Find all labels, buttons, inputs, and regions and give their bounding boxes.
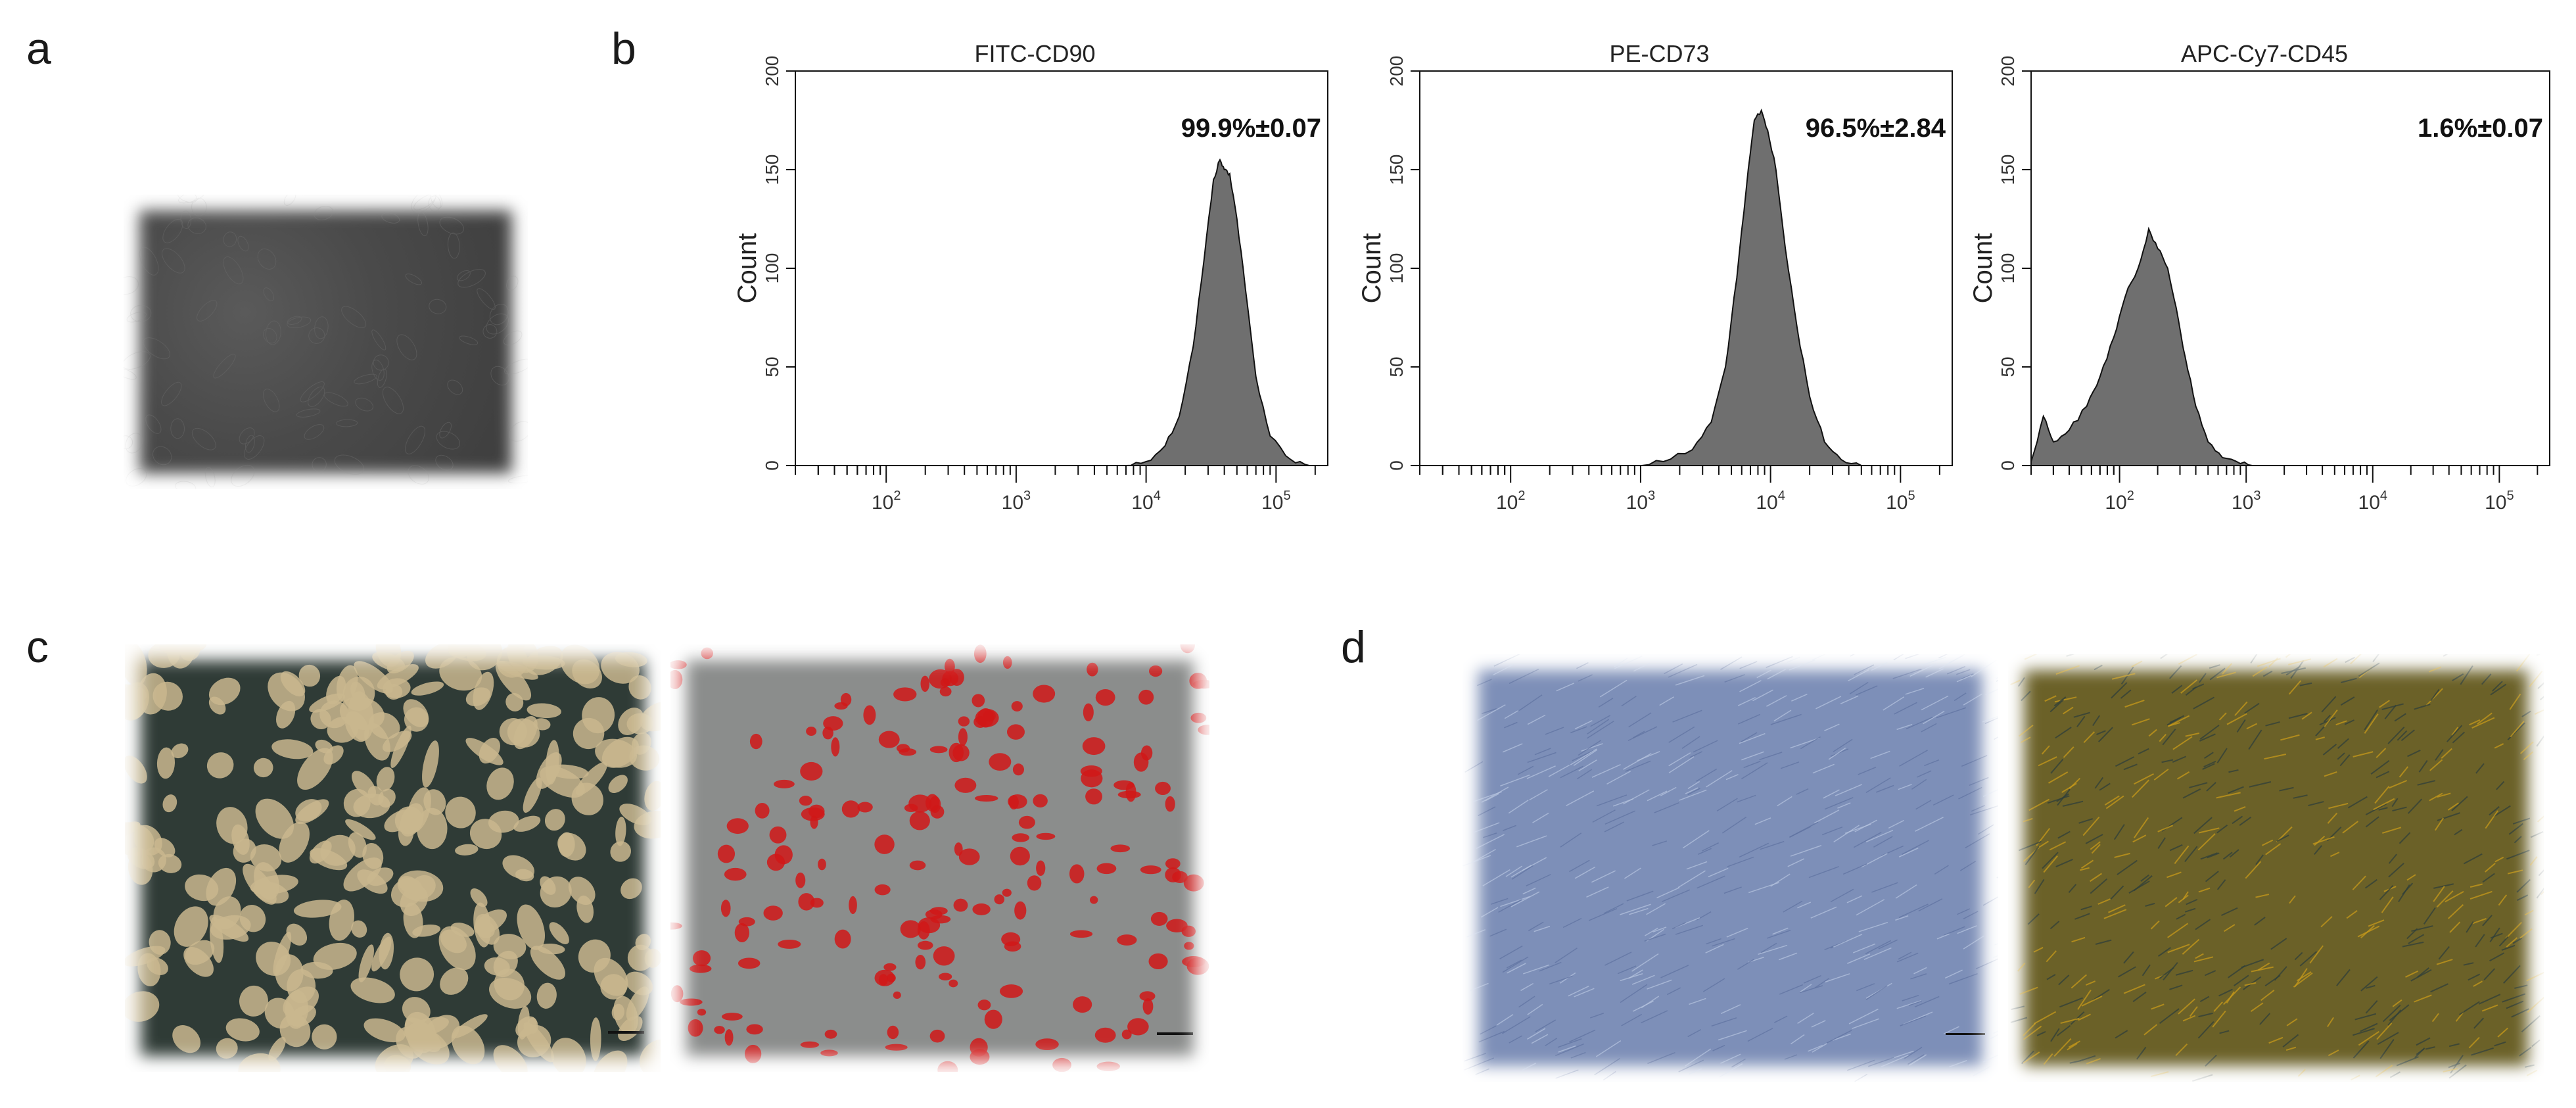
h0-ytick-label: 150 (762, 155, 782, 185)
histogram-cd90: FITC-CD90 0 50 100 150 200 Count 102 103 104 105 99… (736, 26, 1354, 539)
panel-c-left-texture (125, 644, 661, 1072)
h1-percent-annotation: 96.5%±2.84 (1806, 114, 1946, 143)
h0-xtick-label: 105 (1261, 489, 1291, 514)
h0-xtick-label: 104 (1131, 489, 1161, 514)
histogram-cd73-svg: PE-CD73 0 50 100 150 200 Count 102 103 104 105 96.5… (1361, 40, 1953, 514)
panel-d-right-texture (2010, 654, 2544, 1082)
h2-ytick-label: 50 (1998, 356, 2018, 377)
h1-ytick-label: 150 (1386, 155, 1407, 185)
panel-c-left-micrograph (125, 644, 661, 1072)
panel-c-right-texture (670, 644, 1209, 1072)
h1-ytick-label: 200 (1386, 56, 1407, 87)
panel-label-a: a (26, 24, 51, 74)
panel-a-micrograph (124, 195, 528, 489)
h2-title: APC-Cy7-CD45 (2181, 40, 2348, 67)
h0-ytick-label: 0 (762, 460, 782, 471)
histogram-cd73: PE-CD73 0 50 100 150 200 Count 102 103 104 105 96.5… (1361, 26, 1979, 539)
h1-ytick-label: 100 (1386, 253, 1407, 284)
h2-ylabel: Count (1972, 233, 1998, 304)
h0-ylabel: Count (736, 233, 762, 304)
h0-xtick-label: 102 (872, 489, 901, 514)
h2-ytick-label: 100 (1998, 253, 2018, 284)
panel-c-left-scale-bar (608, 1031, 644, 1034)
h2-percent-annotation: 1.6%±0.07 (2418, 114, 2543, 143)
panel-label-d: d (1341, 622, 1366, 672)
h1-histogram-area (1634, 108, 1862, 466)
h0-ytick-label: 50 (762, 356, 782, 377)
panel-c-right-micrograph (670, 644, 1209, 1072)
panel-d-left-texture (1463, 654, 1998, 1082)
h2-xtick-label: 103 (2232, 489, 2261, 514)
h2-ytick-label: 150 (1998, 155, 2018, 185)
histogram-cd90-svg: FITC-CD90 0 50 100 150 200 Count 102 103 104 105 99… (736, 40, 1328, 514)
panel-label-c: c (26, 622, 49, 672)
histogram-cd45-svg: APC-Cy7-CD45 0 50 100 150 200 Count 102 103 104 10… (1972, 40, 2550, 514)
h1-ytick-label: 50 (1386, 356, 1407, 377)
h2-ytick-label: 0 (1998, 460, 2018, 471)
h2-xtick-label: 104 (2358, 489, 2388, 514)
h0-ytick-label: 200 (762, 56, 782, 87)
h0-title: FITC-CD90 (974, 40, 1095, 67)
panel-c-right-scale-bar (1157, 1032, 1193, 1035)
h0-percent-annotation: 99.9%±0.07 (1181, 114, 1321, 143)
h2-histogram-area (2030, 226, 2257, 466)
histogram-cd45: APC-Cy7-CD45 0 50 100 150 200 Count 102 103 104 10… (1972, 26, 2576, 539)
h1-xtick-label: 103 (1626, 489, 1656, 514)
h1-xtick-label: 102 (1496, 489, 1526, 514)
panel-a-texture (124, 195, 528, 489)
panel-d-left-micrograph (1463, 654, 1998, 1082)
h2-xtick-label: 102 (2105, 489, 2134, 514)
h1-ytick-label: 0 (1386, 460, 1407, 471)
h0-xtick-label: 103 (1002, 489, 1031, 514)
h1-ylabel: Count (1361, 233, 1386, 304)
h1-xtick-label: 104 (1756, 489, 1785, 514)
h2-ytick-label: 200 (1998, 56, 2018, 87)
h2-xtick-label: 105 (2485, 489, 2514, 514)
panel-label-b: b (611, 24, 636, 74)
h1-xtick-label: 105 (1886, 489, 1915, 514)
panel-d-right-micrograph (2008, 654, 2544, 1082)
h0-histogram-area (1125, 158, 1310, 466)
h1-title: PE-CD73 (1609, 40, 1709, 67)
panel-d-left-scale-bar (1946, 1033, 1985, 1035)
h0-ytick-label: 100 (762, 253, 782, 284)
